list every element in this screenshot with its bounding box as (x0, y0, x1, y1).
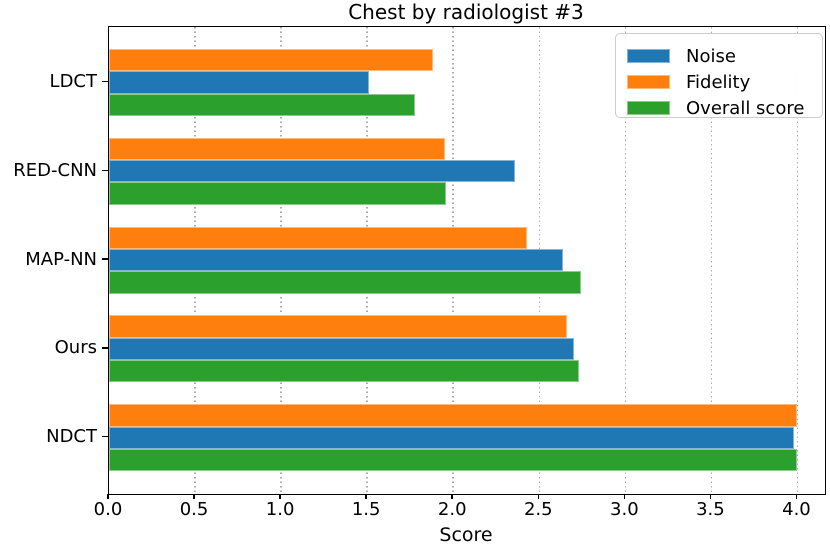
bar-fidelity-ldct (109, 49, 433, 72)
y-tick-label-ldct: LDCT (49, 71, 97, 92)
x-tick-label: 1.0 (265, 499, 295, 520)
legend-swatch-noise (627, 49, 670, 63)
x-tick (365, 494, 367, 499)
x-tick-label: 4.0 (782, 499, 811, 520)
chart-title: Chest by radiologist #3 (348, 0, 584, 24)
y-tick-label-red-cnn: RED-CNN (13, 159, 97, 181)
bar-overall-score-ldct (109, 93, 416, 116)
x-tick-label: 1.5 (351, 499, 381, 520)
x-tick-label: 0.5 (179, 499, 209, 520)
x-tick-label: 2.0 (437, 499, 467, 520)
y-tick-label-map-nn: MAP-NN (25, 248, 97, 270)
y-tick-label-ours: Ours (54, 337, 97, 359)
bar-fidelity-ours (109, 315, 567, 338)
x-tick (623, 494, 626, 499)
bar-overall-score-red-cnn (109, 182, 447, 205)
legend-row: Overall score (627, 95, 822, 121)
plot-area: Noise Fidelity Overall score (108, 26, 826, 495)
gridline (710, 27, 713, 494)
legend-label: Noise (686, 45, 736, 67)
gridline (796, 27, 799, 494)
x-tick-label: 3.5 (696, 499, 725, 520)
x-tick (193, 494, 195, 499)
x-tick-label: 2.5 (523, 499, 553, 520)
bar-fidelity-red-cnn (109, 137, 445, 161)
x-tick (537, 494, 540, 499)
bar-overall-score-ndct (109, 448, 798, 472)
bar-noise-red-cnn (109, 160, 516, 183)
legend-label: Overall score (686, 97, 805, 119)
legend: Noise Fidelity Overall score (615, 33, 823, 121)
x-tick (279, 494, 281, 499)
y-tick (102, 80, 108, 83)
bar-fidelity-map-nn (109, 226, 528, 249)
y-tick (102, 169, 108, 172)
x-tick (709, 494, 712, 499)
legend-swatch-fidelity (627, 75, 670, 89)
bar-overall-score-map-nn (109, 271, 581, 294)
x-tick (451, 494, 453, 499)
legend-label: Fidelity (686, 71, 751, 93)
y-tick (102, 258, 108, 260)
x-tick (795, 494, 798, 499)
y-tick-label-ndct: NDCT (46, 426, 97, 448)
x-tick-label: 3.0 (610, 499, 639, 520)
y-tick (102, 347, 108, 349)
bar-overall-score-ours (109, 360, 579, 383)
legend-swatch-overall-score (627, 101, 670, 115)
bar-fidelity-ndct (109, 404, 798, 427)
bar-noise-map-nn (109, 248, 564, 272)
x-axis-title: Score (439, 524, 493, 546)
x-tick (107, 494, 109, 499)
bar-noise-ldct (109, 71, 369, 94)
y-tick (102, 435, 108, 438)
legend-row: Noise (627, 43, 822, 69)
legend-row: Fidelity (627, 69, 822, 95)
x-tick-label: 0.0 (93, 499, 123, 520)
bar-noise-ndct (109, 426, 795, 449)
bar-noise-ours (109, 337, 574, 361)
gridline (624, 27, 627, 494)
